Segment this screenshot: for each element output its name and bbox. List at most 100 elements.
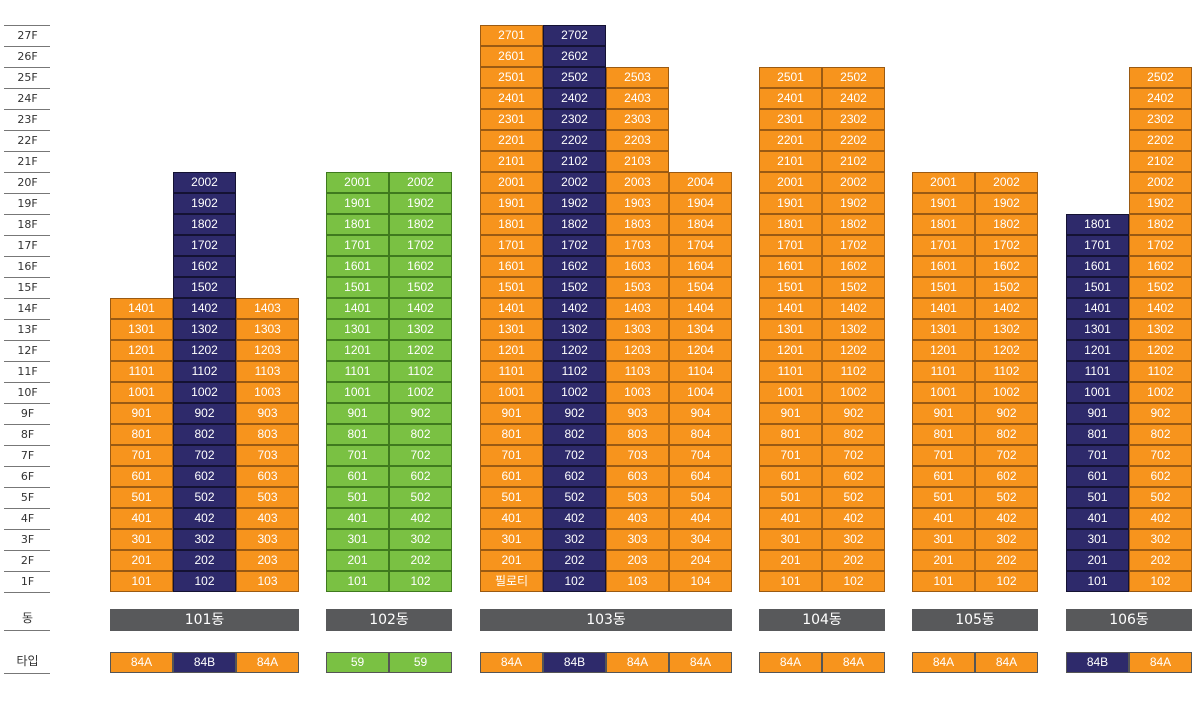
unit-cell: 801 xyxy=(480,424,543,445)
unit-cell: 602 xyxy=(173,466,236,487)
unit-cell: 801 xyxy=(912,424,975,445)
unit-cell: 1001 xyxy=(326,382,389,403)
unit-cell: 601 xyxy=(1066,466,1129,487)
unit-cell: 1801 xyxy=(912,214,975,235)
unit-cell: 1901 xyxy=(759,193,822,214)
unit-cell: 802 xyxy=(1129,424,1192,445)
unit-cell: 601 xyxy=(912,466,975,487)
unit-cell: 1802 xyxy=(389,214,452,235)
floor-label: 13F xyxy=(17,323,38,336)
unit-cell: 1002 xyxy=(975,382,1038,403)
unit-cell: 1902 xyxy=(822,193,885,214)
unit-cell: 1004 xyxy=(669,382,732,403)
floor-gridline xyxy=(4,256,50,257)
unit-cell: 1204 xyxy=(669,340,732,361)
unit-cell: 2201 xyxy=(480,130,543,151)
unit-cell: 1502 xyxy=(822,277,885,298)
type-cell: 84A xyxy=(669,652,732,673)
unit-cell: 1202 xyxy=(389,340,452,361)
unit-cell: 1902 xyxy=(543,193,606,214)
unit-cell: 404 xyxy=(669,508,732,529)
building-name-bar: 101동 xyxy=(110,609,299,631)
unit-cell: 1101 xyxy=(1066,361,1129,382)
floor-gridline xyxy=(4,109,50,110)
floor-label: 8F xyxy=(20,428,35,441)
unit-cell: 301 xyxy=(326,529,389,550)
unit-cell: 2203 xyxy=(606,130,669,151)
unit-cell: 1301 xyxy=(326,319,389,340)
unit-cell: 701 xyxy=(326,445,389,466)
unit-cell: 1801 xyxy=(759,214,822,235)
unit-cell: 701 xyxy=(110,445,173,466)
unit-cell: 503 xyxy=(236,487,299,508)
unit-cell: 2101 xyxy=(480,151,543,172)
unit-cell: 901 xyxy=(326,403,389,424)
unit-cell: 1401 xyxy=(912,298,975,319)
unit-cell: 1302 xyxy=(822,319,885,340)
unit-cell: 202 xyxy=(173,550,236,571)
unit-cell: 1302 xyxy=(173,319,236,340)
unit-cell: 2503 xyxy=(606,67,669,88)
unit-cell: 2402 xyxy=(543,88,606,109)
unit-cell: 303 xyxy=(236,529,299,550)
unit-cell: 1202 xyxy=(822,340,885,361)
unit-cell: 502 xyxy=(975,487,1038,508)
unit-cell: 702 xyxy=(975,445,1038,466)
floor-gridline xyxy=(4,592,50,593)
unit-cell: 102 xyxy=(822,571,885,592)
unit-cell: 1904 xyxy=(669,193,732,214)
unit-cell: 1602 xyxy=(173,256,236,277)
unit-cell: 401 xyxy=(1066,508,1129,529)
unit-cell: 1301 xyxy=(759,319,822,340)
unit-cell: 401 xyxy=(759,508,822,529)
unit-cell: 501 xyxy=(326,487,389,508)
unit-cell: 1101 xyxy=(759,361,822,382)
unit-cell: 1502 xyxy=(389,277,452,298)
floor-gridline xyxy=(4,529,50,530)
unit-cell: 1903 xyxy=(606,193,669,214)
unit-cell: 402 xyxy=(543,508,606,529)
unit-cell: 202 xyxy=(822,550,885,571)
unit-cell: 304 xyxy=(669,529,732,550)
unit-cell: 1002 xyxy=(173,382,236,403)
unit-cell: 필로티 xyxy=(480,571,543,592)
unit-cell: 2002 xyxy=(389,172,452,193)
unit-cell: 1402 xyxy=(543,298,606,319)
unit-cell: 902 xyxy=(173,403,236,424)
floor-gridline xyxy=(4,445,50,446)
floor-gridline xyxy=(4,46,50,47)
unit-cell: 2602 xyxy=(543,46,606,67)
unit-cell: 1201 xyxy=(759,340,822,361)
unit-cell: 1902 xyxy=(975,193,1038,214)
unit-cell: 903 xyxy=(606,403,669,424)
unit-cell: 1201 xyxy=(912,340,975,361)
unit-cell: 402 xyxy=(173,508,236,529)
unit-cell: 803 xyxy=(236,424,299,445)
floor-label: 21F xyxy=(17,155,38,168)
unit-cell: 2001 xyxy=(326,172,389,193)
unit-cell: 601 xyxy=(480,466,543,487)
unit-cell: 402 xyxy=(389,508,452,529)
floor-label: 23F xyxy=(17,113,38,126)
unit-cell: 201 xyxy=(326,550,389,571)
unit-cell: 1702 xyxy=(543,235,606,256)
unit-cell: 501 xyxy=(110,487,173,508)
unit-cell: 202 xyxy=(543,550,606,571)
unit-cell: 403 xyxy=(236,508,299,529)
unit-cell: 1402 xyxy=(822,298,885,319)
unit-cell: 1101 xyxy=(912,361,975,382)
unit-cell: 2302 xyxy=(822,109,885,130)
unit-cell: 402 xyxy=(1129,508,1192,529)
unit-cell: 702 xyxy=(389,445,452,466)
unit-cell: 2401 xyxy=(759,88,822,109)
unit-cell: 102 xyxy=(389,571,452,592)
unit-cell: 202 xyxy=(975,550,1038,571)
floor-label: 4F xyxy=(20,512,35,525)
unit-cell: 401 xyxy=(110,508,173,529)
unit-cell: 303 xyxy=(606,529,669,550)
floor-gridline xyxy=(4,508,50,509)
floor-gridline xyxy=(4,277,50,278)
unit-cell: 902 xyxy=(543,403,606,424)
unit-cell: 502 xyxy=(173,487,236,508)
unit-cell: 2501 xyxy=(480,67,543,88)
